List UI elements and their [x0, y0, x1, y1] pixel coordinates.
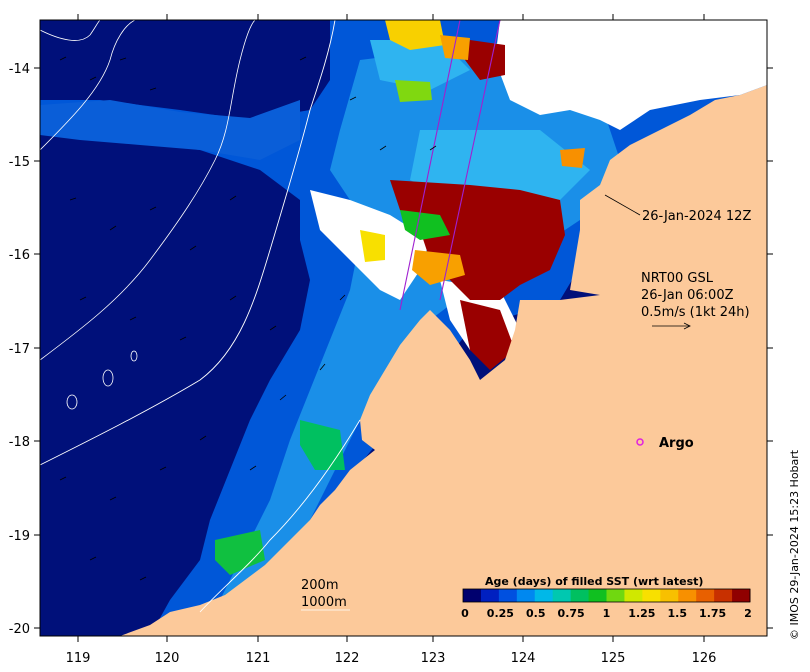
- contour-1000m-label: 1000m: [301, 595, 347, 610]
- legend-color-step: [732, 589, 751, 602]
- light-blue-patch: [410, 130, 590, 200]
- legend-color-step: [624, 589, 643, 602]
- offshore-blue-band: [40, 100, 300, 160]
- legend-title: Age (days) of filled SST (wrt latest): [485, 575, 703, 588]
- y-tick-label: -18: [9, 435, 30, 450]
- legend-tick-label: 1: [603, 607, 611, 620]
- current-product-label: NRT00 GSL: [641, 271, 714, 286]
- contour-offshore: [40, 20, 256, 361]
- sst-date-leader: [604, 194, 641, 216]
- satellite-track-1: [399, 20, 461, 311]
- satellite-track-2: [439, 20, 501, 301]
- x-tick-label: 124: [511, 651, 536, 666]
- legend-tick-label: 0.25: [487, 607, 514, 620]
- legend-colorbar-frame: [462, 588, 751, 603]
- legend-tick-label: 0.5: [526, 607, 546, 620]
- orange-patch-coast: [412, 250, 465, 285]
- lime-patch: [395, 80, 432, 102]
- current-date-label: 26-Jan 06:00Z: [641, 288, 734, 303]
- current-scale-arrow: [652, 322, 691, 330]
- contour-200m-label: 200m: [301, 578, 338, 593]
- legend-tick-label: 0: [461, 607, 469, 620]
- legend-color-step: [606, 589, 625, 602]
- yellow-patch-north: [385, 20, 445, 50]
- x-tick-label: 126: [692, 651, 717, 666]
- green-patch-south: [215, 530, 265, 575]
- legend-tick-label: 0.75: [558, 607, 585, 620]
- orange-patch-east: [560, 148, 585, 168]
- x-tick-label: 122: [335, 651, 360, 666]
- contour-west: [40, 20, 136, 151]
- y-tick-label: -14: [9, 62, 30, 77]
- contour-northwest: [40, 20, 101, 41]
- argo-label: Argo: [659, 436, 694, 451]
- x-tick-label: 120: [155, 651, 180, 666]
- legend-color-step: [498, 589, 518, 602]
- x-tick-label: 125: [601, 651, 626, 666]
- x-tick-label: 123: [421, 651, 446, 666]
- orange-patch-north: [440, 35, 470, 60]
- legend-tick-label: 1.75: [699, 607, 726, 620]
- legend-color-step: [714, 589, 733, 602]
- x-tick-label: 121: [246, 651, 271, 666]
- legend-color-step: [516, 589, 536, 602]
- y-tick-label: -15: [9, 155, 30, 170]
- old-sst-north: [465, 40, 505, 80]
- legend-colorbar: [462, 588, 751, 603]
- legend-color-step: [480, 589, 500, 602]
- current-vectors: [59, 56, 437, 581]
- cloud-gap-northeast: [495, 20, 767, 130]
- contour-200m: [199, 419, 361, 613]
- green-patch-inshore: [300, 420, 345, 470]
- legend-color-step: [552, 589, 572, 602]
- cloud-gap-kimberley: [650, 60, 767, 110]
- argo-float-marker[interactable]: [636, 438, 644, 446]
- legend-tick-label: 1.25: [628, 607, 655, 620]
- legend-color-step: [463, 589, 482, 602]
- old-sst-king-sound: [390, 180, 565, 300]
- current-scale-label: 0.5m/s (1kt 24h): [641, 305, 750, 320]
- contour-1000m: [40, 20, 336, 466]
- green-patch-coast: [400, 210, 450, 240]
- old-sst-fitzroy: [460, 300, 515, 370]
- plot-frame: [39, 19, 768, 637]
- y-axis: -14 -15 -16 -17 -18 -19 -20: [9, 62, 773, 637]
- land-australia: [120, 85, 767, 636]
- y-tick-label: -17: [9, 342, 30, 357]
- legend-color-step: [696, 589, 715, 602]
- y-tick-label: -19: [9, 529, 30, 544]
- seamount-contour-2: [66, 394, 78, 410]
- seamount-contour-1: [102, 369, 114, 387]
- yellow-patch-coast: [360, 230, 385, 262]
- legend-tick-label: 1.5: [668, 607, 688, 620]
- y-tick-label: -20: [9, 622, 30, 637]
- x-axis: 119 120 121 122 123 124 125 126: [66, 14, 717, 666]
- legend-color-step: [678, 589, 697, 602]
- sst-date-label: 26-Jan-2024 12Z: [642, 209, 751, 224]
- legend-ticks: 0 0.25 0.5 0.75 1 1.25 1.5 1.75 2: [461, 607, 752, 620]
- imos-credit: © IMOS 29-Jan-2024 15:23 Hobart: [788, 449, 801, 640]
- seamount-contour-3: [130, 350, 138, 362]
- y-tick-label: -16: [9, 248, 30, 263]
- legend-color-step: [534, 589, 554, 602]
- legend-color-step: [570, 589, 590, 602]
- legend-color-step: [660, 589, 679, 602]
- legend-tick-label: 2: [744, 607, 752, 620]
- x-tick-label: 119: [66, 651, 91, 666]
- legend-color-step: [642, 589, 661, 602]
- legend-color-step: [588, 589, 607, 602]
